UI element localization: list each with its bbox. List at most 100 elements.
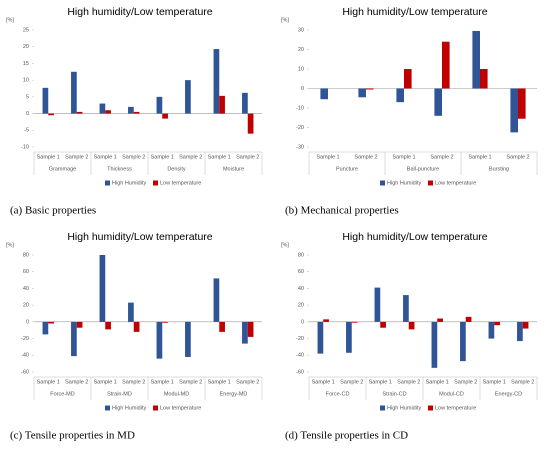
y-tick-label: 20 bbox=[298, 47, 304, 53]
caption: (a) Basic properties bbox=[10, 205, 96, 217]
x-tick-label: Sample 2 bbox=[65, 154, 88, 160]
bar bbox=[105, 110, 111, 114]
x-tick-label: Sample 2 bbox=[454, 379, 477, 385]
y-tick-label: -40 bbox=[296, 353, 304, 359]
bar bbox=[472, 30, 480, 89]
legend-label: High Humidity bbox=[112, 180, 146, 186]
group-label: Force-CD bbox=[326, 391, 350, 397]
bar bbox=[185, 80, 191, 114]
x-tick-label: Sample 2 bbox=[506, 154, 529, 160]
y-tick-label: 80 bbox=[298, 252, 304, 258]
group-label: Force-MD bbox=[50, 391, 74, 397]
bar bbox=[71, 71, 77, 114]
y-tick-label: 40 bbox=[298, 286, 304, 292]
x-tick-label: Sample 1 bbox=[483, 379, 506, 385]
group-label: Modul-MD bbox=[164, 391, 189, 397]
bar bbox=[162, 321, 168, 323]
bar bbox=[128, 302, 134, 322]
bar bbox=[128, 106, 134, 114]
x-tick-label: Sample 1 bbox=[369, 379, 392, 385]
bar bbox=[162, 113, 168, 119]
group-label: Strain-CD bbox=[382, 391, 406, 397]
bar bbox=[76, 111, 83, 114]
legend-label: Low temperature bbox=[435, 405, 476, 411]
legend-label: High Humidity bbox=[112, 405, 146, 411]
y-tick-label: -10 bbox=[296, 105, 304, 111]
bar bbox=[408, 321, 415, 330]
bar bbox=[346, 321, 352, 353]
x-tick-label: Sample 2 bbox=[179, 379, 202, 385]
bar bbox=[133, 111, 140, 114]
y-tick-label: 60 bbox=[23, 269, 29, 275]
bar bbox=[156, 321, 163, 359]
y-tick-label: 20 bbox=[298, 303, 304, 309]
x-tick-label: Sample 1 bbox=[468, 154, 491, 160]
bar bbox=[358, 88, 366, 98]
chart-title: High humidity/Low temperature bbox=[342, 231, 487, 243]
legend-swatch bbox=[105, 405, 110, 411]
x-tick-label: Sample 2 bbox=[354, 154, 377, 160]
y-axis-label: [%] bbox=[6, 242, 14, 248]
x-tick-label: Sample 1 bbox=[94, 379, 117, 385]
bar bbox=[434, 88, 442, 116]
x-tick-label: Sample 2 bbox=[511, 379, 534, 385]
y-tick-label: 0 bbox=[26, 111, 29, 117]
legend-label: Low temperature bbox=[160, 405, 201, 411]
legend-swatch bbox=[380, 180, 385, 186]
y-tick-label: -60 bbox=[21, 369, 29, 375]
x-tick-label: Sample 1 bbox=[37, 379, 60, 385]
x-tick-label: Sample 1 bbox=[426, 379, 449, 385]
chart-title: High humidity/Low temperature bbox=[67, 231, 212, 243]
bar bbox=[42, 321, 49, 335]
legend-label: Low temperature bbox=[435, 180, 476, 186]
y-tick-label: -20 bbox=[296, 125, 304, 131]
group-label: Energy-CD bbox=[495, 391, 522, 397]
y-tick-label: 20 bbox=[23, 303, 29, 309]
bar bbox=[76, 321, 83, 328]
x-tick-label: Sample 2 bbox=[122, 379, 145, 385]
x-tick-label: Sample 2 bbox=[236, 154, 259, 160]
bar bbox=[323, 319, 329, 322]
y-tick-label: -30 bbox=[296, 144, 304, 150]
x-tick-label: Sample 1 bbox=[316, 154, 339, 160]
bar bbox=[320, 88, 328, 100]
bar bbox=[42, 87, 49, 114]
bar bbox=[510, 88, 518, 133]
y-tick-label: 0 bbox=[26, 319, 29, 325]
x-tick-label: Sample 1 bbox=[151, 154, 174, 160]
y-tick-label: -5 bbox=[24, 128, 29, 134]
x-tick-label: Sample 1 bbox=[392, 154, 415, 160]
bar bbox=[518, 88, 526, 119]
y-tick-label: 25 bbox=[23, 27, 29, 33]
x-tick-label: Sample 2 bbox=[397, 379, 420, 385]
caption: (b) Mechanical properties bbox=[285, 205, 399, 217]
bar bbox=[396, 88, 404, 103]
group-label: Strain-MD bbox=[107, 391, 132, 397]
x-tick-label: Sample 2 bbox=[430, 154, 453, 160]
bar bbox=[99, 255, 106, 322]
bar bbox=[437, 318, 443, 322]
legend-label: Low temperature bbox=[160, 180, 201, 186]
bar bbox=[480, 69, 488, 89]
x-tick-label: Sample 2 bbox=[236, 379, 259, 385]
y-tick-label: 15 bbox=[23, 61, 29, 67]
bar bbox=[48, 113, 54, 116]
bar bbox=[105, 321, 111, 330]
x-tick-label: Sample 1 bbox=[94, 154, 117, 160]
x-tick-label: Sample 1 bbox=[37, 154, 60, 160]
bar bbox=[351, 321, 358, 323]
group-label: Grammage bbox=[49, 166, 77, 172]
group-label: Modul-CD bbox=[439, 391, 464, 397]
bar bbox=[213, 49, 220, 114]
x-tick-label: Sample 1 bbox=[208, 379, 231, 385]
y-tick-label: 60 bbox=[298, 269, 304, 275]
bar bbox=[219, 95, 225, 114]
y-tick-label: 0 bbox=[301, 319, 304, 325]
group-label: Ball-puncture bbox=[407, 166, 439, 172]
y-tick-label: -40 bbox=[21, 353, 29, 359]
group-label: Thickness bbox=[107, 166, 132, 172]
group-label: Energy-MD bbox=[220, 391, 248, 397]
x-tick-label: Sample 1 bbox=[151, 379, 174, 385]
chart-title: High humidity/Low temperature bbox=[67, 6, 212, 18]
